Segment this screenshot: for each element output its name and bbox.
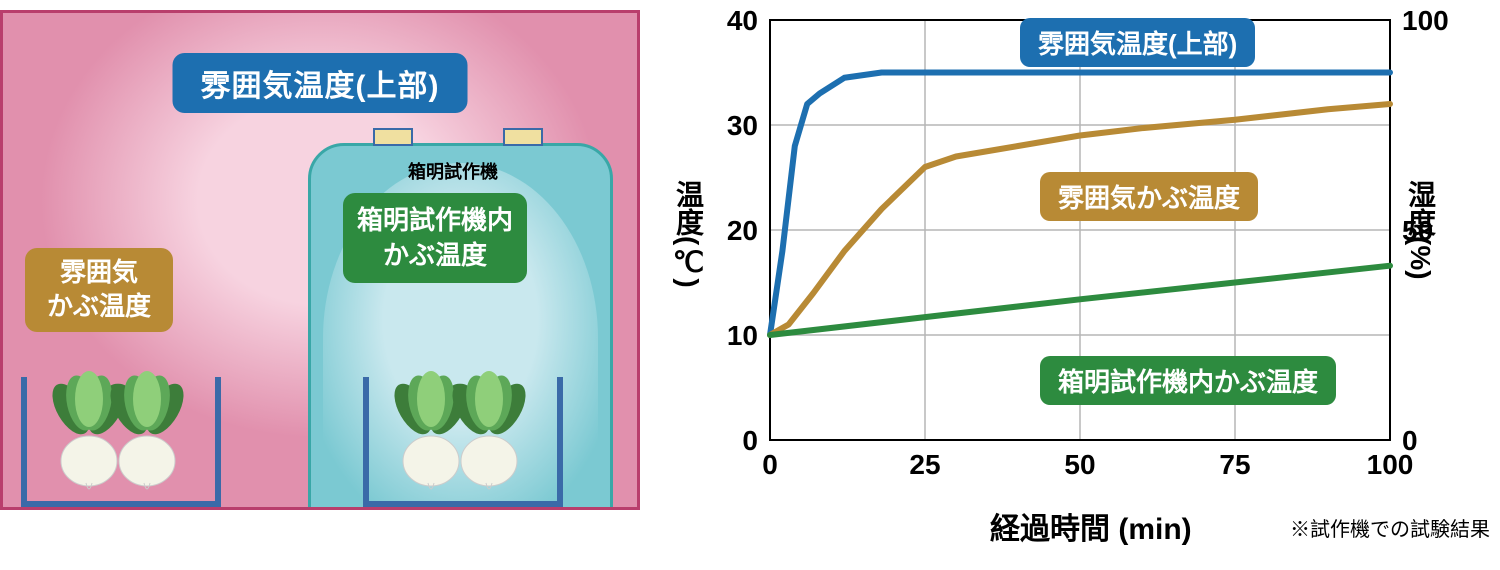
svg-text:25: 25 — [909, 449, 940, 480]
prototype-tabs — [373, 128, 543, 148]
legend-ambient-turnip: 雰囲気かぶ温度 — [1040, 172, 1258, 221]
legend-ambient-upper: 雰囲気温度(上部) — [1020, 18, 1255, 67]
prototype-tab — [373, 128, 413, 146]
svg-text:75: 75 — [1219, 449, 1250, 480]
prototype-inside-label: 箱明試作機内かぶ温度 — [343, 193, 527, 283]
turnip-icon — [27, 331, 217, 501]
svg-text:40: 40 — [727, 5, 758, 36]
svg-text:30: 30 — [727, 110, 758, 141]
line-chart: 0255075100010203040050100 — [670, 0, 1490, 490]
prototype-small-label: 箱明試作機 — [408, 158, 498, 184]
y-left-axis-label: 温度(℃) — [668, 180, 708, 288]
prototype-pot — [363, 377, 563, 507]
svg-text:0: 0 — [1402, 425, 1418, 456]
svg-text:50: 50 — [1064, 449, 1095, 480]
legend-prototype-turnip: 箱明試作機内かぶ温度 — [1040, 356, 1336, 405]
ambient-upper-label: 雰囲気温度(上部) — [173, 53, 468, 113]
x-axis-label: 経過時間 (min) — [990, 504, 1192, 548]
chart-footnote: ※試作機での試験結果 — [1290, 513, 1490, 542]
chart-panel: 0255075100010203040050100 温度(℃) 湿度(%) 経過… — [670, 0, 1500, 560]
y-right-axis-label: 湿度(%) — [1400, 180, 1440, 280]
svg-text:100: 100 — [1402, 5, 1449, 36]
illustration-panel: 雰囲気温度(上部) 雰囲気かぶ温度 箱明試作機 箱明試作機内かぶ温度 — [0, 10, 640, 510]
svg-text:0: 0 — [742, 425, 758, 456]
ambient-turnip-label: 雰囲気かぶ温度 — [25, 248, 173, 332]
chamber-box: 雰囲気温度(上部) 雰囲気かぶ温度 箱明試作機 箱明試作機内かぶ温度 — [0, 10, 640, 510]
svg-text:10: 10 — [727, 320, 758, 351]
ambient-pot — [21, 377, 221, 507]
prototype-tab — [503, 128, 543, 146]
svg-text:0: 0 — [762, 449, 778, 480]
svg-text:20: 20 — [727, 215, 758, 246]
turnip-icon — [369, 331, 559, 501]
